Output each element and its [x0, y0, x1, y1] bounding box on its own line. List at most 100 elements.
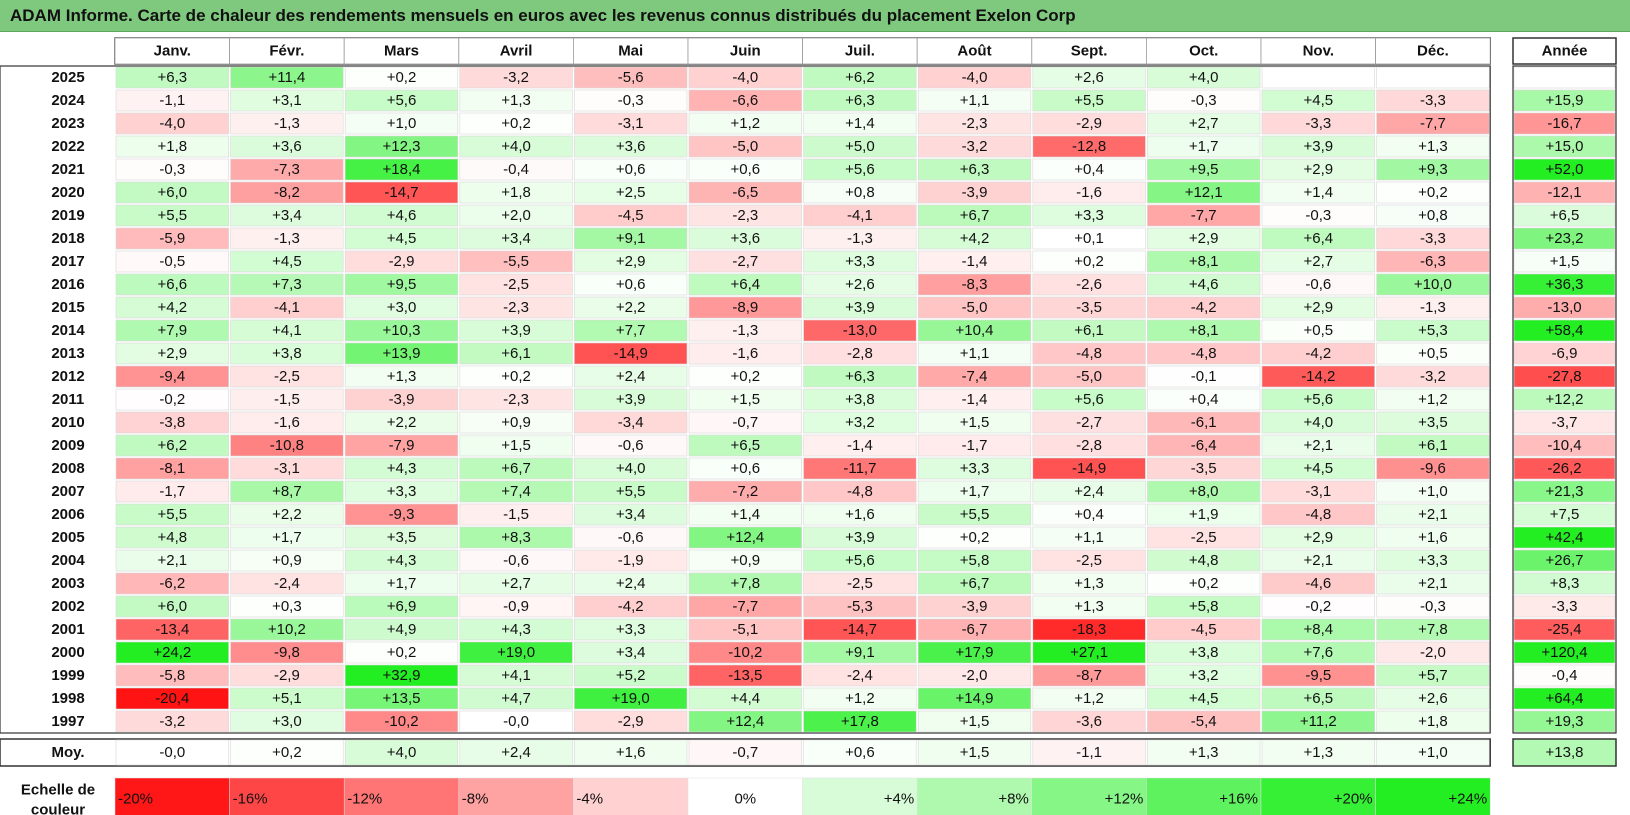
heatmap-cell — [688, 503, 802, 526]
cell-value: -1,3 — [274, 230, 300, 247]
heatmap-cell — [803, 687, 917, 710]
average-cell — [230, 739, 344, 766]
average-cell — [803, 739, 917, 766]
cell-value: +1,4 — [730, 506, 760, 523]
cell-value: -2,7 — [732, 253, 758, 270]
heatmap-cell — [344, 687, 459, 710]
average-value: -1,1 — [1076, 744, 1102, 761]
cell-value: +8,1 — [1189, 253, 1219, 270]
heatmap-cell — [230, 503, 344, 526]
average-value: +0,6 — [845, 744, 875, 761]
cell-value: +6,6 — [157, 276, 187, 293]
heatmap-cell — [803, 595, 917, 618]
annual-value: -10,4 — [1547, 437, 1581, 454]
cell-value: +2,7 — [501, 575, 531, 592]
heatmap-cell — [917, 572, 1032, 595]
heatmap-cell — [1376, 158, 1490, 181]
heatmap-cell — [688, 457, 802, 480]
cell-value: -7,2 — [732, 483, 758, 500]
heatmap-cell — [1376, 434, 1490, 457]
heatmap-cell — [459, 204, 573, 227]
cell-value: -8,7 — [1076, 667, 1102, 684]
heatmap-cell — [1147, 89, 1261, 112]
heatmap-cell — [688, 158, 802, 181]
cell-value: +6,3 — [845, 368, 875, 385]
cell-value: +2,1 — [157, 552, 187, 569]
heatmap-cell — [1261, 526, 1375, 549]
heatmap-cell — [344, 204, 459, 227]
heatmap-cell — [917, 227, 1032, 250]
cell-value: -0,2 — [1305, 598, 1331, 615]
heatmap-cell — [1032, 204, 1146, 227]
heatmap-cell — [1032, 89, 1146, 112]
cell-value: -10,8 — [270, 437, 304, 454]
heatmap-cell — [803, 89, 917, 112]
cell-value: -4,0 — [962, 69, 988, 86]
cell-value: +9,3 — [1418, 161, 1448, 178]
cell-value: +1,6 — [1418, 529, 1448, 546]
heatmap-cell — [459, 342, 573, 365]
heatmap-cell — [574, 66, 688, 89]
heatmap-cell — [1376, 227, 1490, 250]
column-header-cell — [1146, 37, 1262, 65]
heatmap-cell — [803, 480, 917, 503]
cell-value: -9,6 — [1420, 460, 1446, 477]
heatmap-cell — [688, 664, 802, 687]
heatmap-cell — [1147, 296, 1261, 319]
cell-value: -4,5 — [618, 207, 644, 224]
heatmap-cell — [574, 526, 688, 549]
heatmap-cell — [688, 250, 802, 273]
column-header: Avril — [500, 43, 533, 60]
cell-value: +4,5 — [1189, 690, 1219, 707]
heatmap-cell — [1147, 388, 1261, 411]
heatmap-cell — [1376, 112, 1490, 135]
cell-value: +5,6 — [1303, 391, 1333, 408]
cell-value: +1,9 — [1189, 506, 1219, 523]
cell-value: +3,3 — [616, 621, 646, 638]
grid-border — [0, 65, 1491, 734]
cell-value: +3,2 — [1189, 667, 1219, 684]
average-cell — [1261, 739, 1375, 766]
heatmap-cell — [344, 664, 459, 687]
heatmap-cell — [1147, 526, 1261, 549]
heatmap-cell — [1376, 411, 1490, 434]
annual-cell — [1513, 411, 1616, 434]
cell-value: +2,9 — [616, 253, 646, 270]
row-year-label: 2008 — [51, 460, 84, 477]
cell-value: -7,7 — [732, 598, 758, 615]
heatmap-cell — [459, 227, 573, 250]
annual-cell — [1513, 388, 1616, 411]
cell-value: -0,3 — [1191, 92, 1217, 109]
cell-value: +0,4 — [1189, 391, 1219, 408]
heatmap-cell — [1376, 618, 1490, 641]
cell-value: -2,0 — [962, 667, 988, 684]
cell-value: +0,2 — [501, 115, 531, 132]
cell-value: +32,9 — [383, 667, 421, 684]
annual-cell — [1513, 641, 1616, 664]
annual-cell — [1513, 89, 1616, 112]
heatmap-cell — [1147, 503, 1261, 526]
heatmap-cell — [574, 135, 688, 158]
cell-value: +4,3 — [387, 460, 417, 477]
cell-value: -5,6 — [618, 69, 644, 86]
cell-value: -2,3 — [503, 299, 529, 316]
cell-value: +6,0 — [157, 598, 187, 615]
annual-cell — [1513, 618, 1616, 641]
heatmap-cell — [459, 411, 573, 434]
heatmap-cell — [230, 457, 344, 480]
heatmap-cell — [1147, 572, 1261, 595]
heatmap-cell — [917, 411, 1032, 434]
heatmap-cell — [574, 112, 688, 135]
heatmap-cell — [803, 710, 917, 733]
heatmap-cell — [688, 204, 802, 227]
heatmap-cell — [1261, 687, 1375, 710]
cell-value: +7,3 — [272, 276, 302, 293]
column-header: Août — [957, 43, 991, 60]
heatmap-cell — [1376, 388, 1490, 411]
scale-swatch — [916, 777, 1033, 815]
cell-value: +7,4 — [501, 483, 531, 500]
average-value: +1,5 — [960, 744, 990, 761]
cell-value: +6,5 — [730, 437, 760, 454]
cell-value: -2,5 — [1076, 552, 1102, 569]
scale-swatch — [343, 777, 460, 815]
